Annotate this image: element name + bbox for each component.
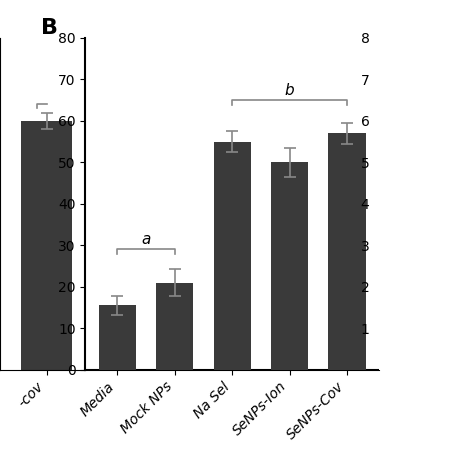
Text: a: a (141, 232, 151, 247)
Bar (99, 305, 136, 370)
Text: B: B (41, 18, 58, 38)
Bar (328, 133, 366, 370)
Bar (156, 283, 193, 370)
Text: b: b (285, 83, 294, 98)
Bar (214, 142, 251, 370)
Bar (21, 121, 72, 370)
Bar (271, 162, 309, 370)
